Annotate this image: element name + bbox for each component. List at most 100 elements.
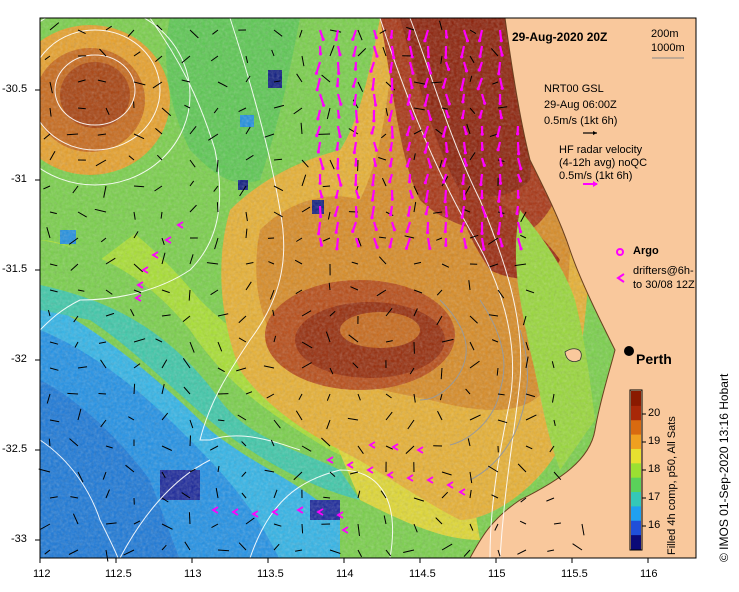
model-arrow — [273, 185, 284, 192]
model-arrow — [77, 366, 88, 369]
radar-arrow-head — [496, 148, 500, 152]
model-arrow — [357, 549, 363, 558]
radar-arrow-head — [464, 69, 469, 73]
legend-argo-label: Argo — [633, 245, 659, 257]
model-arrow — [105, 25, 112, 31]
model-arrow — [469, 523, 474, 531]
radar-arrow-head — [354, 183, 358, 187]
model-arrow — [161, 544, 167, 551]
model-arrow — [48, 438, 51, 447]
model-arrow — [189, 204, 197, 213]
model-arrow — [272, 309, 275, 317]
legend-hf-line1: HF radar velocity — [559, 144, 643, 156]
radar-arrow — [315, 125, 322, 136]
radar-arrow-head — [425, 230, 430, 235]
model-arrow — [68, 237, 79, 245]
model-arrow — [105, 522, 117, 525]
radar-arrow — [372, 237, 379, 248]
model-arrow — [357, 490, 361, 499]
model-arrow — [133, 51, 141, 57]
model-arrow — [128, 155, 135, 161]
model-arrow — [184, 541, 191, 551]
scale-label-200m: 200m — [651, 28, 679, 40]
model-arrow — [301, 206, 311, 213]
model-arrow — [105, 549, 109, 562]
radar-arrow — [353, 141, 358, 153]
model-arrow — [553, 522, 561, 525]
radar-arrow — [315, 61, 322, 74]
model-arrow — [161, 445, 173, 451]
radar-arrow-head — [410, 195, 414, 199]
radar-arrow — [335, 237, 340, 249]
model-arrow — [155, 338, 163, 343]
model-arrow — [441, 543, 453, 551]
drifter-chevron — [386, 471, 394, 479]
model-arrow — [97, 79, 107, 83]
model-arrow — [102, 471, 107, 480]
radar-arrow-head — [517, 152, 521, 156]
radar-arrow-head — [314, 71, 318, 75]
model-arrow — [298, 393, 303, 401]
radar-arrow-head — [500, 244, 504, 248]
model-arrow — [465, 388, 471, 395]
radar-arrow-head — [316, 117, 320, 121]
radar-arrow — [462, 141, 467, 153]
model-arrow — [494, 523, 499, 531]
drifter-chevron — [368, 441, 376, 449]
model-arrow — [184, 104, 191, 109]
model-arrow — [123, 549, 135, 556]
model-arrow — [349, 471, 359, 475]
model-arrow — [217, 419, 225, 422]
model-arrow — [266, 393, 275, 399]
radar-arrow-head — [338, 53, 342, 57]
model-arrow — [357, 523, 360, 536]
radar-arrow-head — [516, 132, 520, 136]
radar-arrow-head — [405, 133, 409, 137]
model-arrow — [103, 185, 107, 198]
x-tick-112: 112 — [33, 568, 51, 580]
radar-arrow-head — [478, 54, 482, 59]
radar-arrow-head — [410, 85, 414, 90]
model-arrow — [77, 107, 86, 110]
radar-arrow — [442, 125, 448, 137]
model-arrow — [273, 29, 283, 37]
colorbar-segment — [631, 462, 641, 478]
model-arrow — [404, 235, 415, 239]
model-arrow — [47, 309, 51, 317]
model-arrow — [182, 315, 191, 322]
model-arrow — [238, 107, 247, 113]
model-arrow — [547, 549, 555, 552]
radar-arrow — [426, 221, 430, 233]
x-tick-114: 114 — [336, 568, 354, 580]
radar-arrow-head — [516, 195, 520, 199]
model-arrow — [98, 341, 107, 344]
colorbar-segment — [631, 505, 641, 521]
model-arrow — [155, 55, 163, 62]
model-arrow — [133, 520, 141, 525]
model-arrow — [69, 438, 79, 447]
model-arrow — [357, 393, 361, 401]
model-arrow — [435, 128, 443, 135]
radar-arrow-head — [352, 150, 356, 155]
model-arrow — [161, 314, 171, 317]
model-arrow — [39, 523, 51, 530]
model-arrow — [125, 464, 135, 473]
model-arrow — [293, 471, 303, 481]
model-arrow — [49, 211, 57, 215]
radar-arrow — [354, 109, 359, 122]
colorbar-segment — [631, 491, 641, 507]
model-arrow — [273, 489, 278, 499]
model-arrow — [66, 133, 79, 136]
radar-arrow-head — [356, 195, 360, 199]
model-arrow — [214, 237, 219, 250]
model-arrow — [133, 211, 136, 220]
model-arrow — [77, 79, 86, 83]
model-arrow — [435, 517, 443, 525]
radar-arrow-head — [370, 131, 374, 135]
model-arrow — [217, 81, 228, 88]
colorbar-label: Filled 4h comp, p50, All Sats — [666, 416, 678, 555]
radar-arrow-head — [374, 227, 378, 232]
radar-arrow-head — [375, 245, 379, 249]
model-arrow — [497, 289, 505, 299]
model-arrow — [189, 341, 195, 353]
